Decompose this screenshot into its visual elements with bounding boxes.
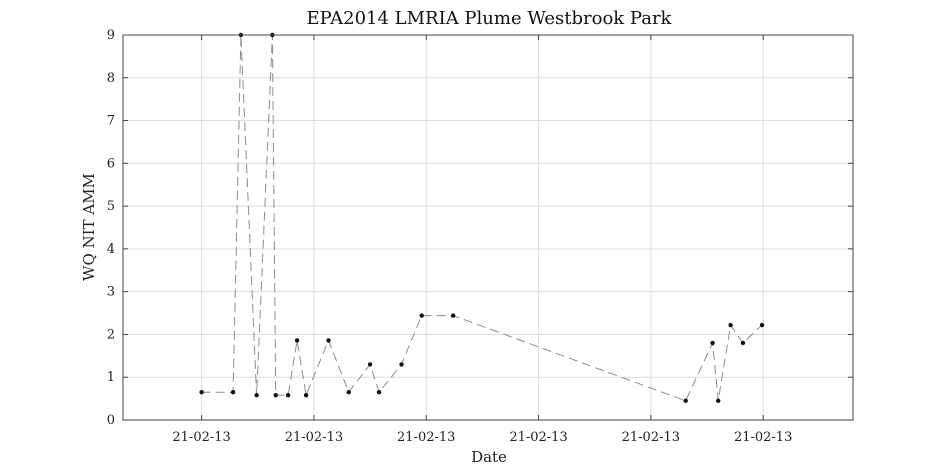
x-tick-label: 21-02-13 bbox=[285, 430, 343, 445]
axis-ticks: 0 1 2 3 4 5 6 7 8 9 21-02-13 21-02-13 21-02-13 21-02-… bbox=[107, 28, 853, 445]
data-point bbox=[326, 338, 331, 343]
y-tick-label: 6 bbox=[107, 156, 115, 171]
y-tick-label: 9 bbox=[107, 28, 115, 43]
data-series bbox=[199, 32, 765, 403]
data-point bbox=[199, 389, 204, 395]
y-tick-label: 8 bbox=[107, 71, 115, 86]
data-point bbox=[367, 362, 373, 367]
data-point bbox=[294, 338, 300, 343]
data-point bbox=[399, 362, 404, 367]
data-point bbox=[230, 389, 236, 395]
y-axis-label: WQ NIT AMM bbox=[80, 173, 98, 281]
x-tick-label: 21-02-13 bbox=[397, 430, 455, 445]
x-axis-label: Date bbox=[471, 448, 507, 466]
data-point bbox=[303, 392, 309, 398]
data-point bbox=[740, 340, 746, 346]
y-tick-label: 4 bbox=[107, 242, 115, 257]
data-point bbox=[759, 322, 765, 328]
data-point bbox=[728, 322, 733, 328]
y-tick-label: 2 bbox=[107, 327, 115, 342]
y-tick-label: 1 bbox=[107, 370, 115, 385]
y-tick-label: 7 bbox=[107, 114, 115, 129]
x-tick-label: 21-02-13 bbox=[509, 430, 567, 445]
y-tick-label: 3 bbox=[107, 285, 115, 300]
data-point bbox=[683, 398, 688, 403]
grid bbox=[123, 34, 853, 421]
series-line bbox=[201, 34, 763, 402]
data-point bbox=[716, 398, 721, 403]
y-tick-label: 0 bbox=[107, 413, 115, 428]
data-point bbox=[710, 340, 715, 346]
data-point bbox=[273, 392, 278, 398]
data-point bbox=[450, 313, 456, 318]
data-point bbox=[376, 389, 382, 395]
x-tick-label: 21-02-13 bbox=[622, 430, 680, 445]
y-tick-label: 5 bbox=[107, 199, 115, 214]
data-point bbox=[254, 392, 259, 398]
data-point bbox=[419, 313, 424, 318]
x-tick-label: 21-02-13 bbox=[734, 430, 792, 445]
plot-frame bbox=[122, 34, 854, 421]
data-point bbox=[346, 389, 351, 395]
x-tick-label: 21-02-13 bbox=[172, 430, 230, 445]
chart-title: EPA2014 LMRIA Plume Westbrook Park bbox=[307, 8, 673, 29]
data-point bbox=[285, 392, 291, 398]
